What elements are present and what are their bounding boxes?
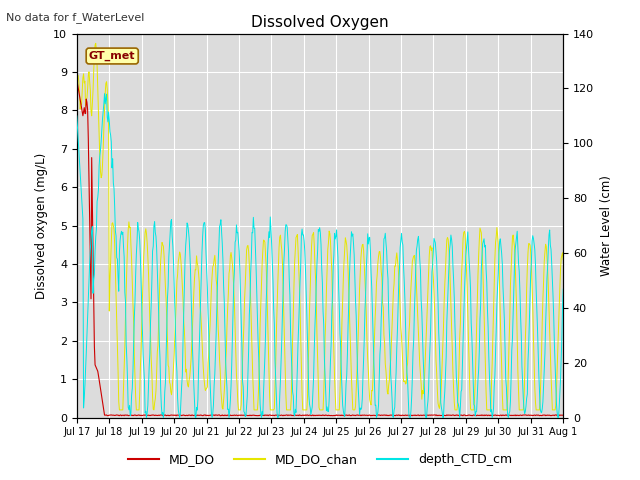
Legend: MD_DO, MD_DO_chan, depth_CTD_cm: MD_DO, MD_DO_chan, depth_CTD_cm xyxy=(123,448,517,471)
Y-axis label: Water Level (cm): Water Level (cm) xyxy=(600,175,612,276)
Title: Dissolved Oxygen: Dissolved Oxygen xyxy=(251,15,389,30)
Text: No data for f_WaterLevel: No data for f_WaterLevel xyxy=(6,12,145,23)
Text: GT_met: GT_met xyxy=(89,51,136,61)
Y-axis label: Dissolved oxygen (mg/L): Dissolved oxygen (mg/L) xyxy=(35,153,47,299)
